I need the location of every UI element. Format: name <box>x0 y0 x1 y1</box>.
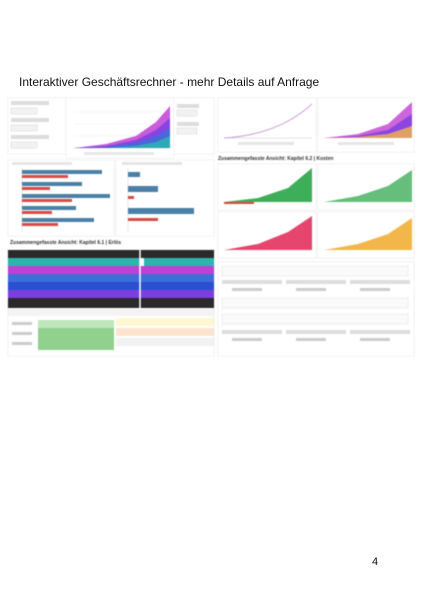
bar-chart-small <box>116 160 214 236</box>
cost-line-chart <box>218 98 316 152</box>
cost-stacked-area-chart <box>318 98 414 152</box>
cost-kpi-cards <box>218 262 414 356</box>
dashboard-collage-image: Zusammengefasste Ansicht: Kapitel 6.1 | … <box>8 98 414 356</box>
pink-area-chart <box>218 212 316 258</box>
green-area-chart-2 <box>318 164 414 210</box>
revenue-colored-table <box>8 250 214 310</box>
revenue-area-chart <box>66 98 174 158</box>
page-number: 4 <box>372 556 379 568</box>
right-input-panel <box>174 98 214 154</box>
revenue-summary-table <box>8 310 214 356</box>
section-heading-revenue: Zusammengefasste Ansicht: Kapitel 6.1 | … <box>10 240 121 246</box>
green-area-chart-1 <box>218 164 316 210</box>
left-input-panel <box>8 98 66 154</box>
orange-area-chart <box>318 212 414 258</box>
page-title: Interaktiver Geschäftsrechner - mehr Det… <box>19 75 320 89</box>
horizontal-bar-chart <box>8 160 114 236</box>
section-heading-costs: Zusammengefasste Ansicht: Kapitel 6.2 | … <box>218 156 334 162</box>
